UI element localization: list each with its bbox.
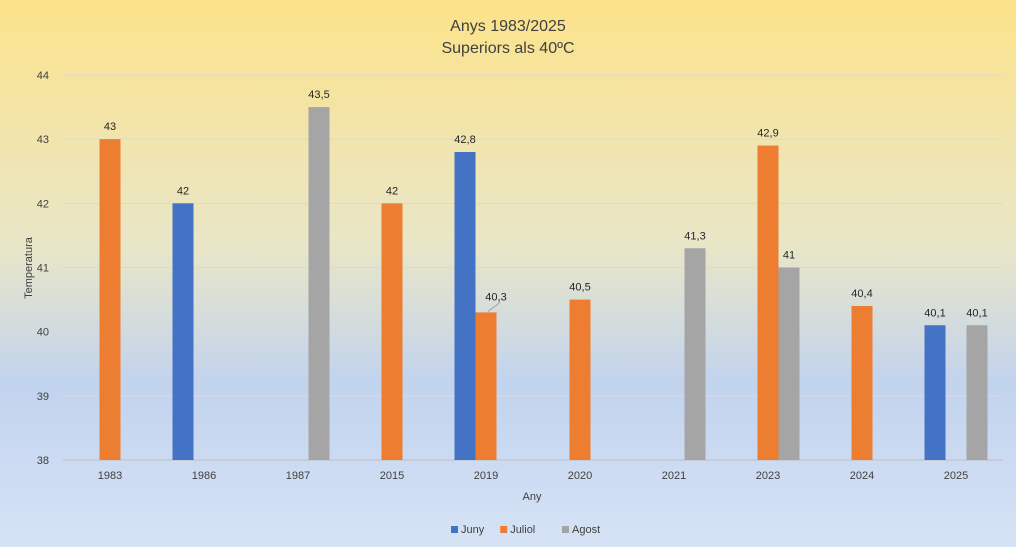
bar-juny — [454, 152, 476, 460]
data-label: 42 — [177, 185, 189, 197]
legend-swatch-agost — [562, 526, 569, 533]
bar-agost — [778, 267, 800, 460]
x-tick-label: 1987 — [286, 470, 310, 482]
data-label: 43,5 — [308, 89, 329, 101]
x-tick-label: 2023 — [756, 470, 780, 482]
chart-title: Anys 1983/2025 — [450, 18, 566, 35]
y-axis-label: Temperatura — [23, 236, 35, 299]
y-tick-label: 41 — [37, 263, 49, 275]
data-label-leader — [487, 302, 501, 312]
data-label: 42,9 — [757, 128, 778, 140]
y-tick-label: 44 — [37, 70, 49, 82]
legend-label-agost: Agost — [572, 524, 600, 536]
bar-juliol — [381, 203, 403, 461]
legend-swatch-juliol — [500, 526, 508, 533]
y-tick-label: 38 — [37, 455, 49, 467]
legend-swatch-juny — [451, 526, 458, 533]
x-tick-label: 2025 — [944, 470, 968, 482]
x-tick-label: 2020 — [568, 470, 592, 482]
y-tick-label: 40 — [37, 327, 49, 339]
bar-juliol — [99, 139, 121, 460]
bar-juliol — [569, 299, 591, 460]
bar-agost — [308, 107, 330, 460]
y-tick-label: 39 — [37, 391, 49, 403]
data-label: 40,1 — [966, 307, 987, 319]
y-tick-label: 43 — [37, 134, 49, 146]
bar-juliol — [757, 145, 779, 461]
x-tick-label: 2021 — [662, 470, 686, 482]
x-tick-label: 1983 — [98, 470, 122, 482]
legend-label-juliol: Juliol — [510, 524, 535, 536]
y-tick-label: 42 — [37, 198, 49, 210]
data-label: 41 — [783, 250, 795, 262]
data-label: 40,5 — [569, 282, 590, 294]
data-label: 40,1 — [924, 307, 945, 319]
data-label: 41,3 — [684, 230, 705, 242]
legend: Juny Juliol Agost — [451, 524, 600, 536]
legend-label-juny: Juny — [461, 524, 485, 536]
bar-juny — [172, 203, 194, 461]
bar-juliol — [475, 312, 497, 460]
bars — [99, 107, 988, 461]
data-label: 42 — [386, 185, 398, 197]
chart-subtitle: Superiors als 40ºC — [441, 40, 574, 57]
y-axis-ticks: 38 39 40 41 42 43 44 — [37, 70, 49, 467]
x-axis-ticks: 1983 1986 1987 2015 2019 2020 2021 2023 2024 2025 — [98, 470, 968, 482]
x-axis-label: Any — [523, 491, 542, 503]
data-labels: 42 42,8 40,1 43 42 40,3 40,5 42,9 40,4 43,5 41,3 41… — [104, 89, 988, 319]
x-tick-label: 2015 — [380, 470, 404, 482]
x-tick-label: 2024 — [850, 470, 874, 482]
data-label: 43 — [104, 121, 116, 133]
bar-agost — [966, 325, 988, 460]
bar-agost — [684, 248, 706, 460]
data-label: 42,8 — [454, 134, 475, 146]
x-tick-label: 2019 — [474, 470, 498, 482]
gridlines — [63, 74, 1003, 461]
data-label: 40,3 — [485, 291, 506, 303]
x-tick-label: 1986 — [192, 470, 216, 482]
bar-juny — [924, 325, 946, 460]
data-label: 40,4 — [851, 288, 872, 300]
bar-juliol — [851, 306, 873, 460]
